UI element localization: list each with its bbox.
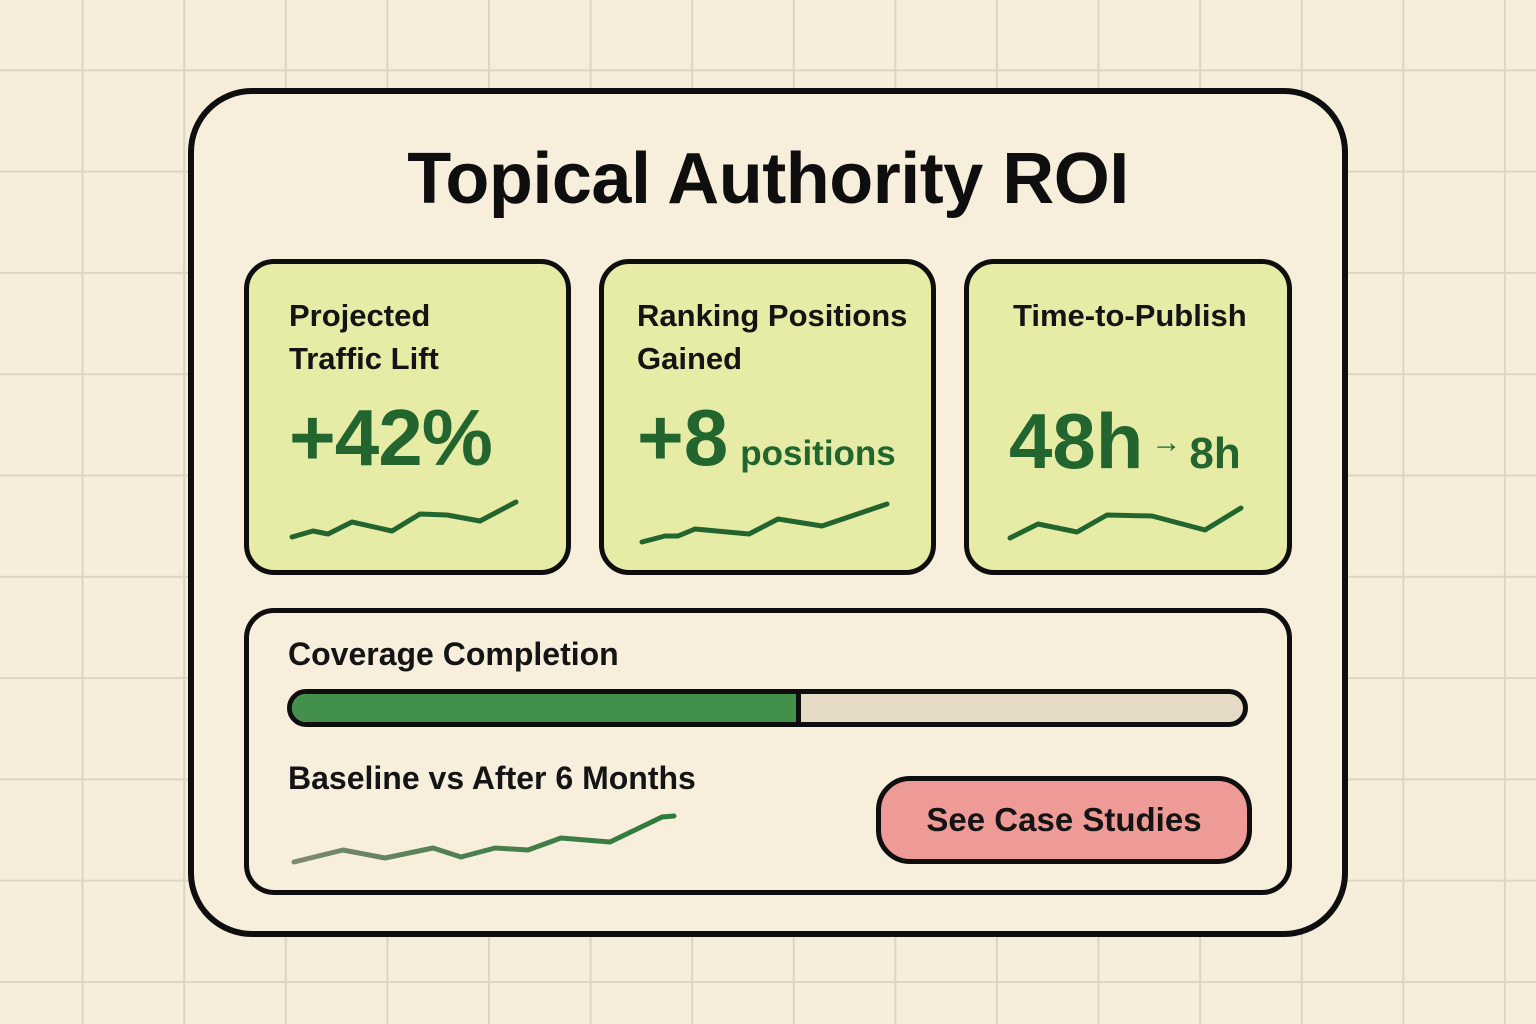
coverage-label: Coverage Completion: [288, 636, 619, 672]
see-case-studies-button[interactable]: See Case Studies: [876, 776, 1252, 864]
metric-card-ranking-positions: Ranking Positions Gained +8 positions: [599, 259, 936, 575]
metric-value-to: 8h: [1189, 429, 1241, 478]
metric-label: Projected Traffic Lift: [289, 294, 439, 380]
metric-value: +42%: [289, 393, 493, 482]
coverage-progress-fill: [292, 694, 802, 722]
metric-label-line1: Ranking Positions: [637, 298, 908, 333]
metric-label-line1: Projected: [289, 298, 431, 333]
metric-label: Ranking Positions Gained: [637, 294, 907, 380]
metric-value: 48h → 8h: [1009, 396, 1241, 487]
metric-value-unit: positions: [740, 434, 896, 473]
metric-label-line2: Traffic Lift: [289, 341, 439, 376]
page-title: Topical Authority ROI: [407, 139, 1129, 219]
metric-label-line1: Time-to-Publish: [1013, 298, 1247, 333]
metric-card-time-to-publish: Time-to-Publish 48h → 8h: [964, 259, 1292, 575]
metric-value-number: +8: [637, 393, 729, 482]
metric-label-line2: Gained: [637, 341, 743, 376]
arrow-right-icon: →: [1151, 426, 1182, 459]
coverage-progress-bar: [287, 689, 1248, 727]
metric-label: Time-to-Publish: [1013, 294, 1247, 337]
comparison-label: Baseline vs After 6 Months: [288, 760, 696, 796]
metric-card-traffic-lift: Projected Traffic Lift +42%: [244, 259, 571, 575]
metric-value-from: 48h: [1009, 397, 1144, 485]
metric-value: +8 positions: [637, 392, 896, 484]
